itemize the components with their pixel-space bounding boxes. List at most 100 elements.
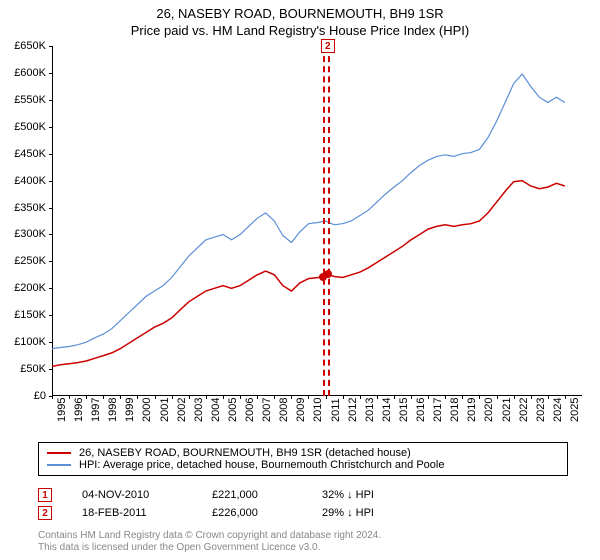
x-tick-mark — [308, 396, 309, 399]
y-tick-mark — [49, 315, 52, 316]
x-tick-mark — [360, 396, 361, 399]
x-tick-label: 2009 — [295, 398, 307, 422]
y-tick-label: £500K — [2, 121, 46, 133]
x-tick-label: 1995 — [56, 398, 68, 422]
x-tick-mark — [445, 396, 446, 399]
y-tick-mark — [49, 234, 52, 235]
x-tick-mark — [394, 396, 395, 399]
sale-row-price: £221,000 — [212, 489, 292, 501]
x-tick-label: 2004 — [210, 398, 222, 422]
sale-marker-vline — [328, 46, 330, 396]
y-tick-mark — [49, 73, 52, 74]
y-tick-mark — [49, 208, 52, 209]
x-tick-label: 2015 — [398, 398, 410, 422]
y-tick-label: £400K — [2, 175, 46, 187]
footnote-line1: Contains HM Land Registry data © Crown c… — [38, 530, 381, 542]
x-tick-label: 2018 — [449, 398, 461, 422]
x-tick-label: 2007 — [261, 398, 273, 422]
x-tick-mark — [291, 396, 292, 399]
x-tick-label: 1998 — [107, 398, 119, 422]
x-tick-label: 2011 — [330, 398, 342, 422]
y-tick-mark — [49, 127, 52, 128]
y-tick-mark — [49, 342, 52, 343]
y-tick-label: £450K — [2, 148, 46, 160]
x-tick-mark — [69, 396, 70, 399]
sale-row: 218-FEB-2011£226,00029% ↓ HPI — [38, 506, 568, 520]
x-tick-mark — [326, 396, 327, 399]
x-tick-label: 2025 — [569, 398, 581, 422]
x-tick-label: 2017 — [432, 398, 444, 422]
legend-swatch — [47, 452, 71, 454]
x-tick-label: 2023 — [535, 398, 547, 422]
y-tick-label: £350K — [2, 202, 46, 214]
y-tick-label: £50K — [2, 363, 46, 375]
y-tick-mark — [49, 100, 52, 101]
x-tick-label: 2000 — [141, 398, 153, 422]
y-tick-mark — [49, 154, 52, 155]
y-tick-label: £600K — [2, 67, 46, 79]
x-tick-label: 2005 — [227, 398, 239, 422]
x-tick-label: 2021 — [501, 398, 513, 422]
sale-marker-vline — [323, 46, 325, 396]
x-tick-mark — [155, 396, 156, 399]
x-tick-mark — [274, 396, 275, 399]
x-tick-mark — [565, 396, 566, 399]
x-tick-mark — [120, 396, 121, 399]
x-tick-mark — [52, 396, 53, 399]
legend-swatch — [47, 464, 71, 466]
series-svg — [52, 46, 582, 396]
x-tick-label: 2024 — [552, 398, 564, 422]
y-tick-label: £0 — [2, 390, 46, 402]
x-tick-mark — [462, 396, 463, 399]
legend: 26, NASEBY ROAD, BOURNEMOUTH, BH9 1SR (d… — [38, 442, 568, 476]
series-hpi — [52, 74, 565, 349]
y-tick-mark — [49, 46, 52, 47]
x-tick-label: 2020 — [483, 398, 495, 422]
y-tick-label: £300K — [2, 228, 46, 240]
sale-dot — [324, 270, 332, 278]
x-tick-mark — [479, 396, 480, 399]
x-tick-mark — [377, 396, 378, 399]
y-tick-label: £200K — [2, 282, 46, 294]
sale-row-delta: 32% ↓ HPI — [322, 489, 374, 501]
sale-row-price: £226,000 — [212, 507, 292, 519]
x-tick-mark — [531, 396, 532, 399]
y-tick-label: £650K — [2, 40, 46, 52]
x-tick-label: 2001 — [159, 398, 171, 422]
sale-row-badge: 2 — [38, 506, 52, 520]
x-tick-label: 2006 — [244, 398, 256, 422]
x-tick-label: 1996 — [73, 398, 85, 422]
sale-marker-badge: 2 — [321, 39, 335, 53]
footnote: Contains HM Land Registry data © Crown c… — [38, 530, 381, 554]
x-tick-mark — [189, 396, 190, 399]
x-tick-mark — [411, 396, 412, 399]
x-tick-label: 2013 — [364, 398, 376, 422]
x-tick-mark — [257, 396, 258, 399]
x-tick-mark — [172, 396, 173, 399]
x-tick-mark — [137, 396, 138, 399]
x-tick-mark — [514, 396, 515, 399]
plot-area: £0£50K£100K£150K£200K£250K£300K£350K£400… — [52, 46, 582, 396]
x-tick-mark — [497, 396, 498, 399]
x-tick-mark — [86, 396, 87, 399]
y-tick-mark — [49, 288, 52, 289]
x-tick-mark — [206, 396, 207, 399]
x-tick-mark — [548, 396, 549, 399]
x-tick-label: 2016 — [415, 398, 427, 422]
sale-row-badge: 1 — [38, 488, 52, 502]
x-tick-mark — [240, 396, 241, 399]
sale-row: 1 04-NOV-2010 £221,000 32% ↓ HPI — [38, 488, 568, 502]
x-tick-mark — [223, 396, 224, 399]
y-tick-label: £100K — [2, 336, 46, 348]
sale-row-date: 04-NOV-2010 — [82, 489, 182, 501]
legend-item: HPI: Average price, detached house, Bour… — [47, 459, 559, 471]
x-tick-mark — [103, 396, 104, 399]
footnote-line2: This data is licensed under the Open Gov… — [38, 542, 381, 554]
x-tick-label: 1997 — [90, 398, 102, 422]
sale-row-delta: 29% ↓ HPI — [322, 507, 374, 519]
x-tick-label: 2003 — [193, 398, 205, 422]
sale-table: 104-NOV-2010£221,00032% ↓ HPI218-FEB-201… — [38, 488, 568, 524]
y-tick-label: £550K — [2, 94, 46, 106]
chart-title-line2: Price paid vs. HM Land Registry's House … — [0, 23, 600, 38]
x-tick-label: 2010 — [312, 398, 324, 422]
